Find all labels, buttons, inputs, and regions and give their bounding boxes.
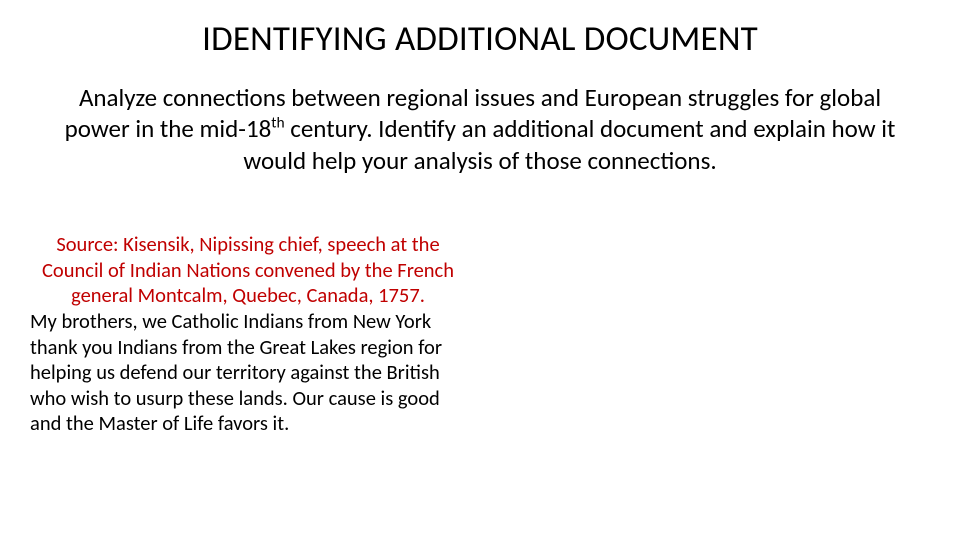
prompt-post: century. Identify an additional document…: [243, 113, 895, 175]
prompt-superscript: th: [271, 114, 284, 133]
prompt-text: Analyze connections between regional iss…: [48, 82, 912, 176]
source-attribution: Source: Kisensik, Nipissing chief, speec…: [30, 232, 466, 309]
slide-title: IDENTIFYING ADDITIONAL DOCUMENT: [0, 18, 960, 60]
source-block: Source: Kisensik, Nipissing chief, speec…: [30, 232, 466, 437]
source-body-text: My brothers, we Catholic Indians from Ne…: [30, 309, 466, 437]
slide: IDENTIFYING ADDITIONAL DOCUMENT Analyze …: [0, 0, 960, 540]
